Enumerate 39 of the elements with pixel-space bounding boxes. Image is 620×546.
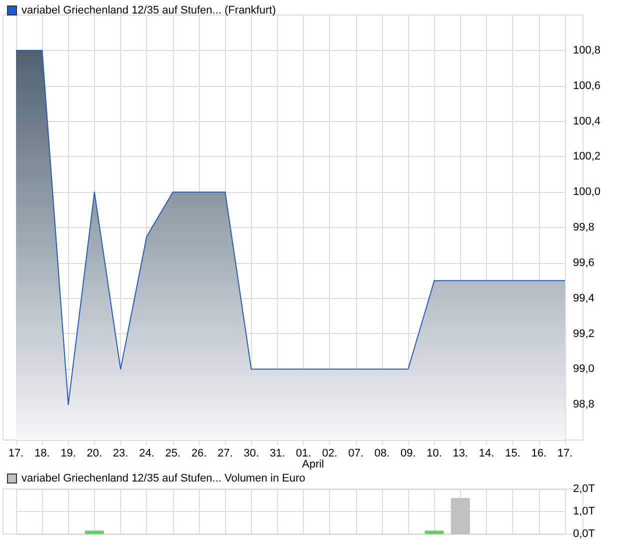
y-tick-label: 100,6 [573,80,601,92]
y-tick-label: 100,8 [573,44,601,56]
y-tick-label: 2,0T [573,483,596,495]
x-tick-label: 17. [8,448,24,460]
y-tick-label: 99,6 [573,256,594,269]
y-tick-label: 100,2 [573,150,601,163]
x-tick-label: 02. [322,448,338,460]
y-tick-label: 100,4 [573,115,601,128]
x-tick-label: 18. [34,448,50,460]
y-tick-label: 1,0T [573,506,596,518]
x-tick-label: 09. [400,448,416,460]
y-tick-label: 99,0 [573,363,594,376]
x-tick-label: 17. [557,448,573,460]
y-tick-label: 100,0 [573,186,601,198]
x-tick-label: 08. [374,448,390,460]
x-tick-label: 23. [112,448,128,460]
x-tick-label: 20. [86,448,102,460]
x-tick-label: 25. [165,448,181,460]
y-tick-label: 0,0T [573,528,596,540]
text: April [302,458,324,470]
x-tick-label: 30. [244,448,259,460]
y-tick-label: 99,2 [573,328,594,340]
y-tick-label: 99,4 [573,292,594,304]
x-tick-label: 01. [296,448,312,460]
x-tick-label: 07. [348,448,364,460]
x-tick-label: 24. [139,448,154,460]
x-tick-label: 19. [60,448,76,460]
y-tick-label: 98,8 [573,398,594,411]
x-tick-label: 31. [270,448,286,460]
legend-label: variabel Griechenland 12/35 auf Stufen... Volumen in Euro [22,472,306,484]
x-tick-label: 10. [426,448,442,460]
x-tick-label: 27. [217,448,233,460]
x-tick-label: 26. [191,448,207,460]
x-tick-label: 14. [478,448,494,460]
legend-label: variabel Griechenland 12/35 auf Stufen... (Frankfurt) [22,4,276,16]
y-tick-label: 99,8 [573,222,594,234]
x-tick-label: 13. [452,448,468,460]
x-tick-label: 16. [531,448,547,460]
x-tick-label: 15. [505,448,520,460]
